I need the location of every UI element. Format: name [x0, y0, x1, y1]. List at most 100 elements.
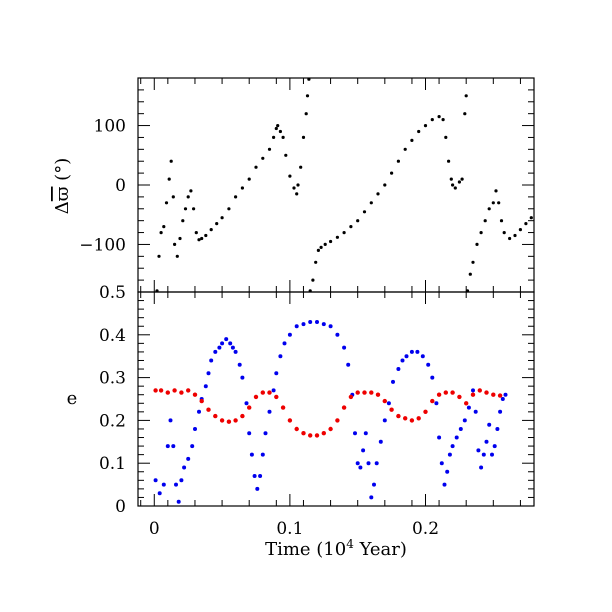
omega-series-0-point: [497, 201, 501, 205]
omega-series-0-point: [307, 78, 311, 81]
varpi-symbol: ϖ: [52, 186, 73, 201]
omega-series-0-point: [457, 180, 461, 184]
ecc-series-1: [153, 388, 503, 438]
ecc-series-0-point: [437, 435, 442, 440]
ecc-series-0-point: [213, 349, 218, 354]
omega-series-0-point: [396, 159, 400, 163]
ecc-series-1-point: [314, 433, 320, 438]
ecc-series-0-point: [220, 341, 225, 346]
ecc-series-0-point: [409, 349, 414, 354]
ecc-series-0-point: [346, 362, 351, 367]
ecc-series-0-point: [206, 371, 211, 376]
ecc-series-0-point: [430, 375, 435, 380]
omega-series-0-point: [200, 236, 204, 241]
omega-series-0-point: [483, 219, 487, 223]
ecc-series-1-point: [382, 398, 387, 404]
ecc-series-1-point: [477, 388, 482, 393]
omega-series-0-point: [449, 177, 453, 181]
ecc-series-1-point: [158, 388, 164, 393]
ecc-series-0-point: [396, 367, 401, 371]
ecc-y-tick-label: 0.1: [99, 454, 126, 474]
ecc-series-0-point: [258, 474, 263, 478]
omega-frame: [137, 77, 535, 293]
ecc-series-0-point: [366, 461, 371, 466]
ecc-series-0-point: [190, 444, 195, 449]
omega-series-0-point: [513, 233, 517, 238]
ecc-series-1-point: [403, 416, 408, 421]
omega-series-0-point: [194, 231, 198, 235]
omega-series-0-point: [227, 207, 231, 211]
ecc-series-1-point: [153, 388, 158, 393]
ecc-series-0-point: [168, 418, 173, 423]
omega-series-0-point: [175, 254, 179, 258]
ecc-series-0-point: [466, 405, 471, 410]
omega-series-0-point: [316, 248, 320, 252]
omega-series-0-point: [491, 201, 495, 205]
omega-series-0-point: [186, 195, 190, 199]
ecc-series-0-point: [321, 322, 326, 327]
ecc-series-0-point: [308, 320, 313, 324]
ecc-series-0-point: [244, 401, 249, 406]
ecc-series-0-point: [386, 401, 391, 406]
omega-series-0-point: [518, 228, 523, 232]
ecc-series-0-point: [233, 349, 238, 354]
degree-unit: (°): [52, 158, 73, 187]
ecc-series-0-point: [369, 495, 374, 500]
ecc-series-0-point: [447, 452, 452, 457]
omega-series-0-point: [181, 219, 185, 223]
ecc-series-0-point: [174, 482, 178, 487]
omega-series-0-point: [261, 156, 265, 160]
omega-series-0-point: [304, 112, 308, 116]
omega-series-0-point: [295, 192, 299, 196]
omega-series-0-point: [376, 192, 380, 196]
ecc-series-0-point: [378, 439, 383, 444]
ecc-series-0-point: [471, 388, 475, 393]
omega-series-0-point: [267, 147, 272, 151]
time-label-unit: Year): [354, 539, 407, 560]
omega-series-0-point: [447, 159, 451, 163]
omega-series-0-point: [292, 186, 296, 190]
ecc-series-1-point: [362, 390, 367, 395]
omega-series-0-point: [159, 231, 163, 235]
ecc-series-0-point: [363, 431, 368, 436]
ecc-series-1-point: [280, 405, 286, 410]
ecc-series-1-point: [375, 392, 381, 397]
omega-series-0-point: [460, 177, 464, 181]
omega-series-0-point: [584, 145, 587, 148]
omega-series-0-point: [383, 183, 387, 187]
ecc-frame: [137, 291, 535, 507]
omega-series-0: [155, 78, 611, 292]
ecc-series-0-point: [287, 332, 292, 337]
ecc-series-0-point: [217, 345, 222, 350]
omega-series-0-point: [608, 175, 611, 178]
omega-series-0-point: [463, 112, 467, 116]
omega-series-0-point: [479, 231, 483, 235]
omega-series-0-point: [487, 207, 491, 211]
omega-y-tick-label: 0: [115, 176, 126, 196]
omega-series-0-point: [557, 180, 560, 183]
omega-series-0-point: [342, 231, 346, 235]
ecc-series-0-point: [420, 354, 425, 359]
omega-series-0-point: [441, 118, 445, 122]
omega-series-0-point: [499, 219, 504, 223]
ecc-y-tick-label: 0.4: [99, 326, 126, 346]
ecc-series-0-point: [203, 384, 208, 389]
omega-series-0-point: [465, 289, 470, 292]
time-label-exponent: 4: [346, 537, 354, 551]
omega-y-tick-label: −100: [79, 235, 126, 255]
ecc-series-1-point: [287, 418, 293, 423]
ecc-x-tick-label: 0.2: [412, 519, 439, 539]
ecc-x-tick-label: 0.1: [276, 519, 303, 539]
omega-series-0-point: [247, 177, 251, 181]
ecc-series-1-point: [253, 394, 259, 400]
ecc-series-0-point: [165, 444, 170, 449]
eccentricity-panel: 0 0.1 0.2 0.3 0.4 0.5 0 0.1 0.2: [99, 283, 535, 539]
ecc-series-1-point: [172, 388, 177, 393]
omega-series-0-point: [314, 260, 318, 264]
ecc-series-0-point: [442, 482, 447, 487]
omega-series-0-point: [278, 129, 282, 134]
ecc-series-0-point: [193, 427, 197, 431]
omega-series-0-point: [288, 174, 292, 178]
omega-series-0-point: [430, 118, 434, 122]
omega-series-0-point: [276, 124, 280, 128]
